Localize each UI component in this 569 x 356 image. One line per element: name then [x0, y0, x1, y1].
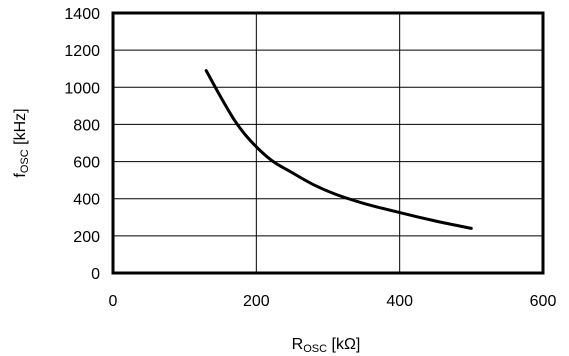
- y-axis-label-sub: OSC: [19, 149, 31, 173]
- x-axis-label-unit: [kΩ]: [327, 336, 360, 353]
- y-axis-label: fOSC [kHz]: [12, 108, 31, 177]
- x-tick-label: 200: [243, 293, 270, 310]
- x-axis-label-sub: OSC: [303, 343, 327, 355]
- y-tick-label: 800: [73, 117, 100, 134]
- y-axis-ticks: 0 200 400 600 800 1000 1200 1400: [64, 6, 100, 283]
- y-tick-label: 1000: [64, 80, 100, 97]
- x-tick-label: 0: [109, 293, 118, 310]
- x-axis-label: ROSC [kΩ]: [292, 336, 361, 355]
- y-tick-label: 200: [73, 229, 100, 246]
- x-tick-label: 600: [530, 293, 557, 310]
- y-tick-label: 400: [73, 192, 100, 209]
- y-axis-label-main: f: [12, 173, 29, 178]
- y-tick-label: 1200: [64, 43, 100, 60]
- x-tick-label: 400: [386, 293, 413, 310]
- y-tick-label: 0: [91, 266, 100, 283]
- x-axis-ticks: 0 200 400 600: [109, 293, 557, 310]
- plot-frame: [111, 11, 545, 275]
- x-axis-label-main: R: [292, 336, 304, 353]
- grid-lines: [113, 13, 543, 273]
- y-axis-label-unit: [kHz]: [12, 108, 29, 149]
- y-tick-label: 1400: [64, 6, 100, 23]
- series-line: [204, 69, 473, 230]
- y-tick-label: 600: [73, 155, 100, 172]
